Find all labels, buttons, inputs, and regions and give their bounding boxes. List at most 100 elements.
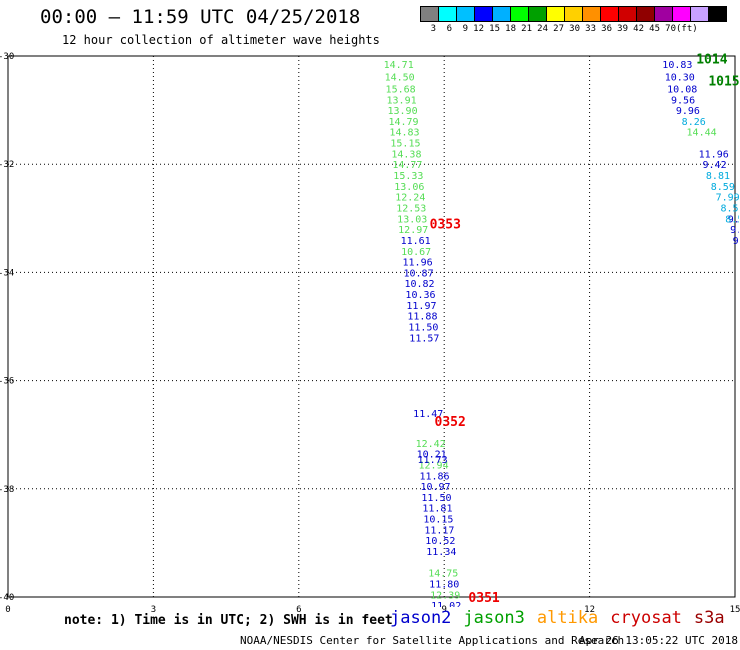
- swh-data-label: 10.67: [401, 247, 431, 258]
- swh-data-label: 7.99: [716, 193, 740, 204]
- swh-data-label: 13.91: [387, 95, 417, 106]
- swh-data-label: 10.30: [665, 73, 695, 84]
- swh-data-label: 14.50: [385, 73, 415, 84]
- swh-data-label: 12.39: [430, 590, 460, 601]
- swh-data-label: 11.50: [408, 323, 438, 334]
- color-scale-label: 42: [633, 24, 644, 34]
- swh-data-label: 10.52: [425, 536, 455, 547]
- swh-data-label: 9.0: [728, 214, 740, 225]
- swh-data-label: 10.21: [417, 450, 447, 461]
- swh-data-label: 13.90: [387, 106, 417, 117]
- footer-generated-time: Apr 26 13:05:22 UTC 2018: [579, 634, 738, 647]
- legend-entry-altika: altika: [536, 608, 599, 628]
- color-scale-label: 21: [521, 24, 532, 34]
- color-scale-labels: 3 6 9 12 15 18 21 24 27 30 33 36 39 42 45 70 (ft): [420, 24, 726, 34]
- satellite-legend: jason2 jason3 altika cryosat s3a: [390, 608, 737, 628]
- color-scale-label: 70: [665, 24, 676, 34]
- swh-data-label: 11.57: [409, 333, 439, 344]
- color-scale-label: 30: [569, 24, 580, 34]
- swh-data-label: 9.42: [703, 160, 727, 171]
- x-tick-label: 12: [584, 605, 595, 615]
- footer-note: note: 1) Time is in UTC; 2) SWH is in fe…: [64, 613, 393, 628]
- swh-data-label: 10.82: [404, 279, 434, 290]
- swh-data-label: 12.24: [395, 193, 425, 204]
- y-tick-label: -30: [0, 52, 14, 62]
- swh-data-label: 10.36: [405, 290, 435, 301]
- color-scale-swatches: [420, 6, 727, 22]
- swh-data-label: 14.44: [687, 128, 717, 139]
- x-tick-label: 0: [5, 605, 10, 615]
- y-tick-label: -40: [0, 593, 14, 603]
- x-tick-label: 6: [296, 605, 301, 615]
- y-tick-label: -34: [0, 268, 14, 278]
- legend-entry-jason2: jason2: [390, 608, 452, 628]
- swh-data-label: 10.97: [420, 482, 450, 493]
- swh-data-label: 10.15: [423, 515, 453, 526]
- color-scale-label: 45: [649, 24, 660, 34]
- y-tick-label: -32: [0, 160, 14, 170]
- track-pass-label: 0353: [430, 218, 461, 233]
- color-scale-label: 18: [505, 24, 516, 34]
- swh-data-label: 11.97: [406, 301, 436, 312]
- color-scale-label: 39: [617, 24, 628, 34]
- color-scale-label: 36: [601, 24, 612, 34]
- legend-entry-jason3: jason3: [463, 608, 525, 628]
- color-scale-label: 27: [553, 24, 564, 34]
- swh-data-label: 11.81: [422, 504, 452, 515]
- swh-data-label: 14.71: [384, 60, 414, 71]
- color-scale-legend: 3 6 9 12 15 18 21 24 27 30 33 36 39 42 45 70 (ft): [420, 6, 727, 34]
- swh-data-label: 10.87: [403, 268, 433, 279]
- swh-data-label: 13.03: [397, 214, 427, 225]
- color-scale-label: 3: [430, 24, 436, 34]
- swh-data-label: 15.33: [393, 171, 423, 182]
- swh-data-label: 11.96: [403, 258, 433, 269]
- swh-data-label: 8.5: [725, 214, 740, 225]
- y-tick-label: -36: [0, 377, 14, 387]
- color-scale-label: 12: [473, 24, 484, 34]
- color-scale-swatch: [708, 6, 727, 22]
- swh-data-label: 14.83: [389, 128, 419, 139]
- track-pass-label: 0352: [435, 415, 466, 430]
- swh-data-label: 14.38: [391, 149, 421, 160]
- legend-entry-cryosat: cryosat: [610, 608, 682, 628]
- swh-data-label: 15.68: [386, 84, 416, 95]
- swh-data-label: 13.06: [394, 182, 424, 193]
- swh-data-label: 11.34: [426, 547, 456, 558]
- plot-frame: [7, 55, 736, 598]
- swh-data-label: 11.50: [421, 493, 451, 504]
- swh-data-label: 11.88: [407, 312, 437, 323]
- swh-data-label: 10.08: [667, 84, 697, 95]
- color-scale-label: 33: [585, 24, 596, 34]
- swh-data-label: 14.75: [428, 569, 458, 580]
- swh-data-label: 11.73: [418, 455, 448, 466]
- chart-subtitle: 12 hour collection of altimeter wave hei…: [62, 33, 380, 47]
- swh-data-label: 9.56: [671, 95, 695, 106]
- track-pass-label: 0351: [468, 591, 499, 606]
- swh-data-label: 11.96: [699, 149, 729, 160]
- color-scale-label: 24: [537, 24, 548, 34]
- swh-data-label: 11.47: [413, 409, 443, 420]
- swh-data-label: 8.59: [711, 182, 735, 193]
- color-scale-label: 15: [489, 24, 500, 34]
- x-tick-label: 3: [151, 605, 156, 615]
- track-pass-label: 1015: [708, 74, 739, 89]
- swh-data-label: 12.53: [396, 203, 426, 214]
- swh-data-label: 11.02: [431, 601, 461, 612]
- swh-data-label: 9.96: [676, 106, 700, 117]
- swh-data-label: 14.77: [392, 160, 422, 171]
- color-scale-label: 9: [462, 24, 468, 34]
- swh-data-label: 8.26: [682, 117, 706, 128]
- swh-data-label: 8.81: [706, 171, 730, 182]
- x-tick-label: 15: [730, 605, 740, 615]
- swh-data-label: 11.86: [419, 471, 449, 482]
- legend-entry-s3a: s3a: [693, 608, 725, 628]
- swh-data-label: 8.51: [720, 203, 740, 214]
- color-scale-label: 6: [446, 24, 452, 34]
- swh-data-label: 11.17: [424, 525, 454, 536]
- swh-data-label: 14.79: [388, 117, 418, 128]
- swh-data-label: 9: [733, 236, 739, 247]
- swh-data-label: 9.: [730, 225, 740, 236]
- swh-data-label: 12.97: [398, 225, 428, 236]
